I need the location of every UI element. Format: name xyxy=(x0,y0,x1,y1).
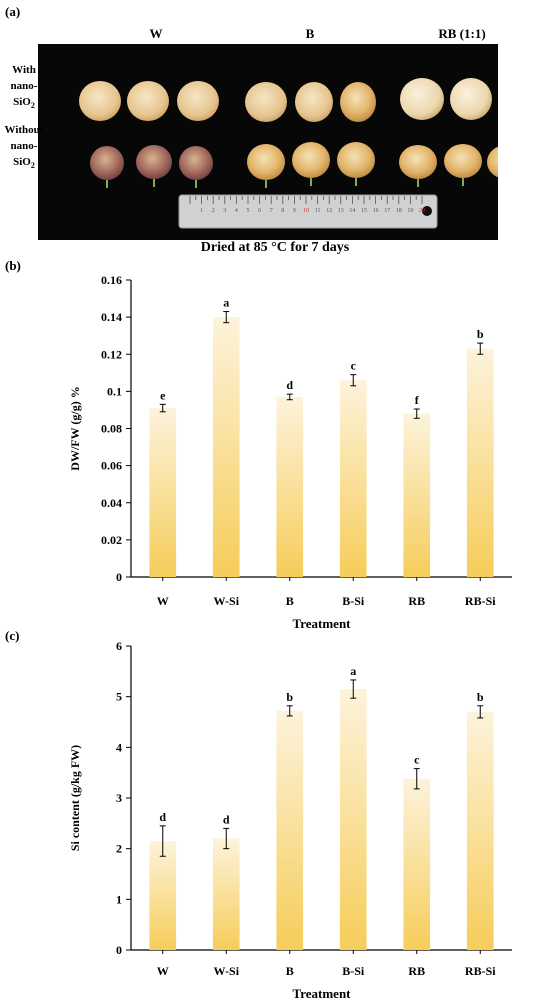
bar xyxy=(339,380,367,577)
ruler-number: 12 xyxy=(326,208,332,214)
row-label-without-line2: nano-SiO2 xyxy=(10,140,38,171)
significance-letter: b xyxy=(477,327,484,341)
row-label-with-line2: nano-SiO2 xyxy=(10,80,38,111)
ruler-number: 17 xyxy=(384,208,390,214)
significance-letter: d xyxy=(286,378,293,392)
ruler-number: 19 xyxy=(407,208,413,214)
x-tick-label: B-Si xyxy=(342,964,365,978)
ruler-number: 10 xyxy=(303,208,309,214)
significance-letter: b xyxy=(286,690,293,704)
bar xyxy=(339,689,367,950)
row-label-without-line1: Without xyxy=(4,124,44,136)
significance-letter: e xyxy=(160,388,166,402)
bar xyxy=(403,413,431,577)
y-tick-label: 0 xyxy=(116,570,122,584)
y-tick-label: 3 xyxy=(116,791,122,805)
y-tick-label: 0.14 xyxy=(101,310,122,324)
ruler-number: 20 xyxy=(419,208,425,214)
ruler-number: 13 xyxy=(338,208,344,214)
y-tick-label: 0.12 xyxy=(101,347,122,361)
y-tick-label: 0.16 xyxy=(101,273,122,287)
ruler-number: 2 xyxy=(212,208,215,214)
ruler: 1 2 3 4 5 6 7 8 9 10 11 12 13 14 15 16 17 18 19 20 xyxy=(178,194,438,229)
column-label-w: W xyxy=(149,26,163,41)
y-tick-label: 2 xyxy=(116,842,122,856)
chart-dw-fw: 0 0.02 0.04 0.06 0.08 0.1 0.12 0.14 0.16 DW/FW (g… xyxy=(68,273,512,631)
bar xyxy=(212,838,240,950)
x-tick-label: B-Si xyxy=(342,594,365,608)
y-tick-label: 0.08 xyxy=(101,422,122,436)
bar xyxy=(466,348,494,577)
panel-label-b: (b) xyxy=(5,258,21,273)
row-label-with-line1: With xyxy=(12,64,36,76)
x-tick-label: RB-Si xyxy=(465,964,496,978)
ruler-number: 14 xyxy=(349,208,355,214)
ruler-number: 15 xyxy=(361,208,367,214)
y-tick-label: 0 xyxy=(116,943,122,957)
ruler-number: 1 xyxy=(200,208,203,214)
x-tick-label: W-Si xyxy=(213,594,239,608)
row-label-without: Without nano-SiO2 xyxy=(0,122,48,174)
bar xyxy=(403,778,431,950)
y-tick-label: 0.04 xyxy=(101,496,122,510)
ruler-number: 4 xyxy=(235,208,238,214)
significance-letter: c xyxy=(351,359,357,373)
bar xyxy=(149,408,177,577)
y-axis-label: DW/FW (g/g) % xyxy=(68,386,82,470)
fruit-row-with xyxy=(79,78,545,122)
ruler-number: 5 xyxy=(247,208,250,214)
ruler-number: 16 xyxy=(373,208,379,214)
chart-si-content: 0 1 2 3 4 5 6 Si content (g/kg FW) d Wd W-Si b Ba B-S… xyxy=(68,639,512,1001)
x-axis-label: Treatment xyxy=(293,986,352,1001)
y-axis-label: Si content (g/kg FW) xyxy=(68,745,82,851)
panel-label-a: (a) xyxy=(5,4,21,19)
ruler-number: 8 xyxy=(281,208,284,214)
fruit-row-without xyxy=(90,142,525,188)
bar xyxy=(212,317,240,577)
x-tick-label: RB xyxy=(408,594,425,608)
photo-caption: Dried at 85 °C for 7 days xyxy=(200,240,350,255)
y-tick-label: 6 xyxy=(116,639,122,653)
significance-letter: f xyxy=(415,393,420,407)
significance-letter: d xyxy=(223,812,230,826)
bar xyxy=(466,711,494,950)
x-tick-label: W-Si xyxy=(213,964,239,978)
significance-letter: d xyxy=(159,810,166,824)
ruler-number: 9 xyxy=(293,208,296,214)
y-tick-label: 4 xyxy=(116,740,122,754)
panel-label-c: (c) xyxy=(5,628,20,643)
y-tick-label: 0.02 xyxy=(101,533,122,547)
bar xyxy=(276,396,304,577)
x-tick-label: W xyxy=(157,964,169,978)
photo-column-headers: W B RB (1:1) xyxy=(38,22,498,44)
x-tick-label: B xyxy=(286,964,294,978)
ruler-number: 11 xyxy=(315,208,321,214)
x-tick-label: RB-Si xyxy=(465,594,496,608)
x-axis-label: Treatment xyxy=(293,616,352,631)
significance-letter: c xyxy=(414,753,420,767)
x-tick-label: W xyxy=(157,594,169,608)
x-tick-label: RB xyxy=(408,964,425,978)
ruler-number: 3 xyxy=(223,208,226,214)
ruler-number: 7 xyxy=(270,208,273,214)
ruler-number: 6 xyxy=(258,208,261,214)
column-label-rb: RB (1:1) xyxy=(438,26,486,41)
y-tick-label: 5 xyxy=(116,690,122,704)
bar xyxy=(276,710,304,950)
significance-letter: b xyxy=(477,690,484,704)
y-tick-label: 0.1 xyxy=(107,384,122,398)
fruit-photo: 1 2 3 4 5 6 7 8 9 10 11 12 13 14 15 16 17 18 19 20 xyxy=(38,22,545,240)
row-label-with: With nano-SiO2 xyxy=(0,62,48,114)
column-label-b: B xyxy=(305,26,315,41)
y-tick-label: 1 xyxy=(116,892,122,906)
ruler-number: 18 xyxy=(396,208,402,214)
bar xyxy=(149,841,177,950)
fruit-photo-drawing: 1 2 3 4 5 6 7 8 9 10 11 12 13 14 15 16 17 18 19 20 xyxy=(38,22,545,229)
significance-letter: a xyxy=(223,296,229,310)
x-tick-label: B xyxy=(286,594,294,608)
y-tick-label: 0.06 xyxy=(101,459,122,473)
significance-letter: a xyxy=(350,664,356,678)
